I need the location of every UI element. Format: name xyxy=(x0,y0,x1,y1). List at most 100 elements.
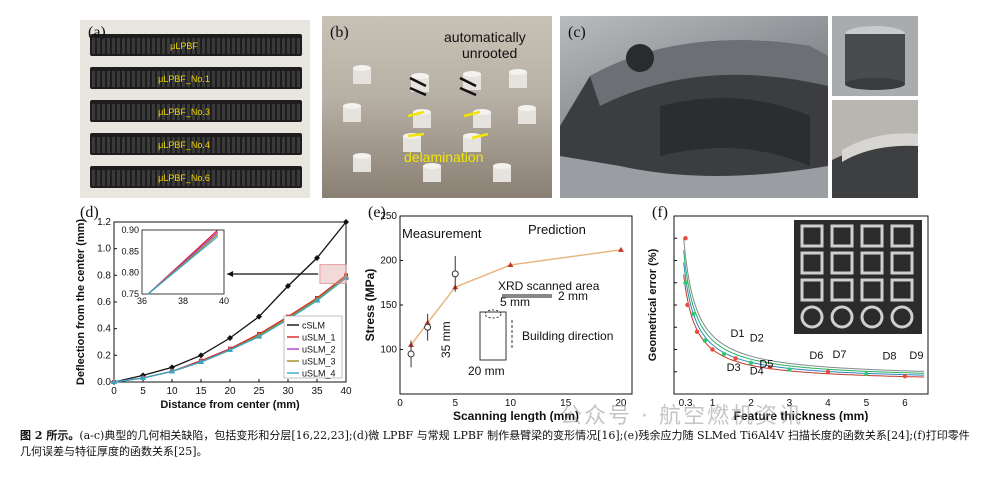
strip-1-tooth xyxy=(122,38,125,54)
chart-d-legend xyxy=(283,315,343,379)
strip-4-tooth xyxy=(152,137,155,153)
strip-3-tooth xyxy=(282,104,285,120)
chart-d-ytick-label: 0.0 xyxy=(97,377,111,388)
strip-2-tooth xyxy=(207,71,210,87)
strip-4-tooth xyxy=(172,137,175,153)
strip-5-tooth xyxy=(182,170,185,186)
chart-d-inset-xtick: 36 xyxy=(137,296,147,306)
pillar xyxy=(403,136,421,152)
pillar-top xyxy=(463,71,481,77)
chart-e-prediction-point xyxy=(617,246,624,252)
strip-5-tooth xyxy=(267,170,270,186)
chart-f-ylabel: Geometrical error (%) xyxy=(647,248,659,361)
strip-5-tooth xyxy=(92,170,95,186)
chart-f-point xyxy=(683,236,688,241)
chart-d-ytick-label: 0.6 xyxy=(97,297,111,308)
chart-f-label-D3: D3 xyxy=(727,362,741,374)
strip-label-4: μLPBF_No.4 xyxy=(158,140,210,150)
chart-e-specimen xyxy=(479,311,507,361)
strip-2-tooth xyxy=(262,71,265,87)
chart-f-xtick-label: 4 xyxy=(825,398,831,409)
strip-2-tooth xyxy=(202,71,205,87)
chart-f-fit-curve xyxy=(683,250,925,374)
strip-5-tooth xyxy=(107,170,110,186)
strip-2-tooth xyxy=(217,71,220,87)
strip-4-tooth xyxy=(197,137,200,153)
strip-4-tooth xyxy=(232,137,235,153)
strip-5-tooth xyxy=(237,170,240,186)
chart-e-ytick-label: 200 xyxy=(380,256,397,267)
pillar xyxy=(353,68,371,84)
chart-f-label-D5: D5 xyxy=(759,358,773,370)
pillar-top xyxy=(509,69,527,75)
strip-5-tooth xyxy=(142,170,145,186)
strip-2-tooth xyxy=(172,71,175,87)
chart-e-35mm: 35 mm xyxy=(439,321,453,358)
strip-2-tooth xyxy=(257,71,260,87)
chart-f-point xyxy=(685,302,690,308)
chart-d-legend-item: uSLM_4 xyxy=(302,369,336,379)
strip-1-tooth xyxy=(272,38,275,54)
strip-1-tooth xyxy=(162,38,165,54)
pillar-top xyxy=(518,105,536,111)
strip-1-tooth xyxy=(252,38,255,54)
chart-e-ylabel: Stress (MPa) xyxy=(363,269,377,342)
panel-a-label: (a) xyxy=(88,24,106,41)
chart-f-micrograph-cell xyxy=(800,305,824,329)
strip-5-tooth xyxy=(227,170,230,186)
strip-5-tooth xyxy=(282,170,285,186)
strip-1-tooth xyxy=(197,38,200,54)
strip-2-tooth xyxy=(132,71,135,87)
chart-f-micrograph-cell xyxy=(830,278,854,302)
chart-e-prediction-point xyxy=(507,261,514,267)
strip-2-tooth xyxy=(197,71,200,87)
chart-f-micrograph-cell xyxy=(800,224,824,248)
chart-f-xlabel: Feature thickness (mm) xyxy=(734,409,869,422)
chart-e-xrd-area xyxy=(484,309,502,319)
panel-c-cylinder xyxy=(845,26,905,90)
strip-2-tooth xyxy=(152,71,155,87)
strip-4-tooth xyxy=(207,137,210,153)
strip-1-tooth xyxy=(232,38,235,54)
chart-f-xtick-label: 6 xyxy=(902,398,908,409)
strip-2-tooth xyxy=(227,71,230,87)
strip-4-tooth xyxy=(202,137,205,153)
strip-5-tooth xyxy=(292,170,295,186)
strip-4-tooth xyxy=(292,137,295,153)
strip-1-tooth xyxy=(227,38,230,54)
strip-3-tooth xyxy=(297,104,300,120)
chart-f-point xyxy=(768,365,773,370)
strip-1-tooth xyxy=(187,38,190,54)
strip-1-tooth xyxy=(257,38,260,54)
strip-5-tooth xyxy=(137,170,140,186)
strip-5-tooth xyxy=(117,170,120,186)
strip-4-tooth xyxy=(267,137,270,153)
chart-d-point-uSLM_4 xyxy=(227,347,233,352)
chart-d-point-uSLM_4 xyxy=(198,359,204,364)
chart-d-xtick-label: 35 xyxy=(311,386,323,397)
strip-5-tooth xyxy=(157,170,160,186)
strip-1-tooth xyxy=(147,38,150,54)
strip-2-tooth xyxy=(162,71,165,87)
strip-3-tooth xyxy=(127,104,130,120)
chart-f-point xyxy=(694,329,700,334)
chart-d-xtick-label: 25 xyxy=(253,386,265,397)
pillar-top xyxy=(343,103,361,109)
chart-d-inset-ytick: 0.90 xyxy=(121,225,139,235)
strip-label-3: μLPBF_No.3 xyxy=(158,107,210,117)
strip-2-tooth xyxy=(272,71,275,87)
chart-f-micrograph-cell xyxy=(890,305,914,329)
strip-2-tooth xyxy=(287,71,290,87)
strip-4-tooth xyxy=(97,137,100,153)
chart-f-fit-curve xyxy=(683,238,925,372)
chart-f-micrograph-cell xyxy=(860,305,884,329)
chart-d-inset-line-uSLM_4 xyxy=(147,235,219,295)
strip-5-tooth xyxy=(207,170,210,186)
strip-3-tooth xyxy=(92,104,95,120)
strip-4-tooth xyxy=(252,137,255,153)
chart-e-xtick-label: 0 xyxy=(397,398,403,409)
chart-e-5mm: 5 mm xyxy=(500,295,530,309)
strip-1-tooth xyxy=(157,38,160,54)
strip-1-tooth xyxy=(222,38,225,54)
strip-3-tooth xyxy=(112,104,115,120)
